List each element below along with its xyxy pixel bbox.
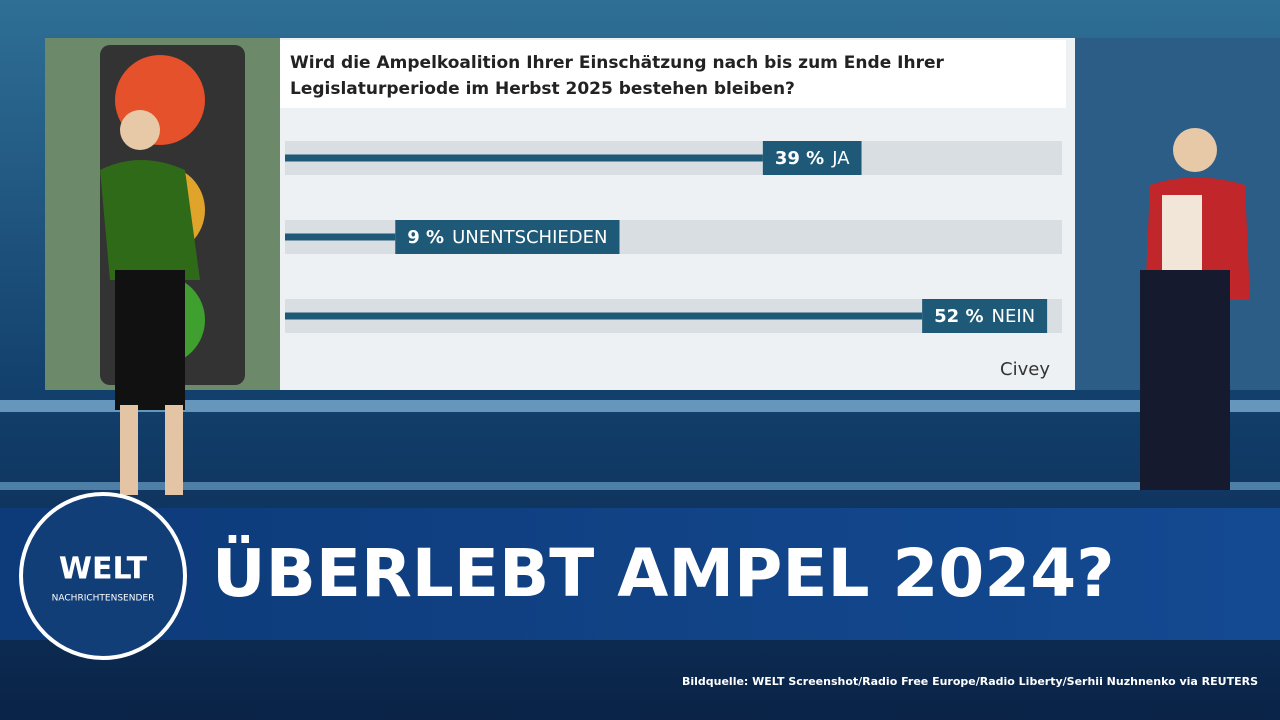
value-label: 9 % <box>407 227 444 248</box>
studio-light <box>0 400 1280 412</box>
presenter <box>100 110 200 495</box>
category-label: JA <box>831 148 850 169</box>
presenter <box>1140 128 1250 490</box>
category-label: NEIN <box>991 306 1035 327</box>
logo-subtitle: NACHRICHTENSENDER <box>52 594 155 604</box>
value-label: 39 % <box>775 148 824 169</box>
title-box <box>280 40 1066 108</box>
bar <box>285 233 396 241</box>
bar <box>285 154 763 162</box>
category-label: UNENTSCHIEDEN <box>452 227 607 248</box>
logo <box>19 492 187 660</box>
value-label: 52 % <box>934 306 983 327</box>
headline: ÜBERLEBT AMPEL 2024? <box>212 535 1114 612</box>
studio-light <box>0 482 1280 490</box>
source: Civey <box>1000 359 1050 380</box>
headline-band <box>0 508 1280 640</box>
bar <box>285 312 923 320</box>
bar-label-box <box>395 220 620 254</box>
credit: Bildquelle: WELT Screenshot/Radio Free E… <box>682 675 1258 688</box>
bar-label-box <box>922 299 1048 333</box>
chart-title: Wird die Ampelkoalition Ihrer Einschätzu… <box>290 53 944 99</box>
logo-name: WELT <box>59 552 148 587</box>
bar-label-box <box>762 141 862 175</box>
